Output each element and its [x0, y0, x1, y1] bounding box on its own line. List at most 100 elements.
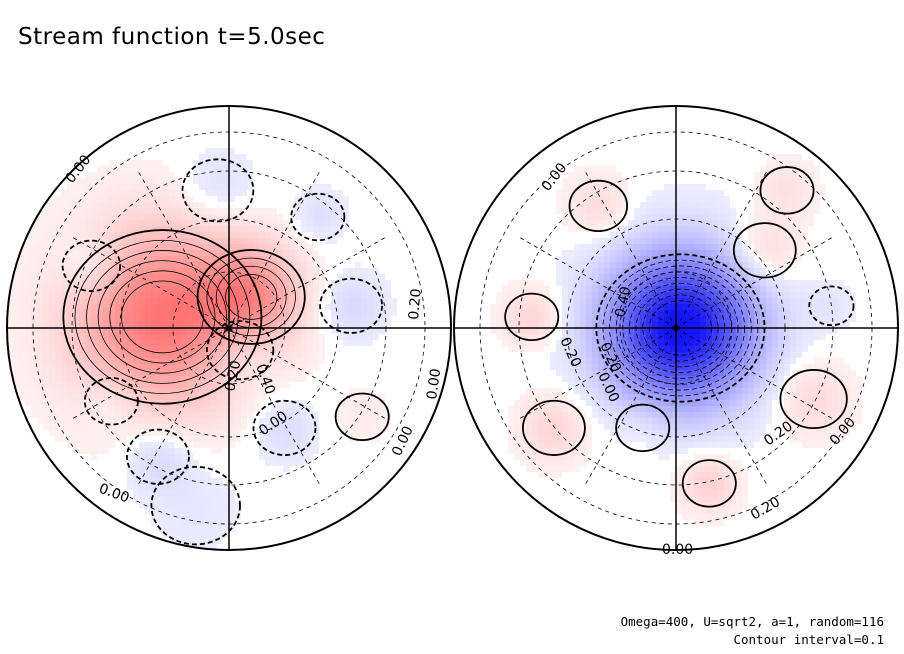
field-cell [235, 220, 242, 227]
field-cell [265, 196, 272, 203]
field-cell [157, 376, 164, 383]
field-cell [385, 268, 392, 275]
field-cell [103, 172, 110, 179]
field-cell [217, 112, 224, 119]
field-cell [439, 268, 446, 275]
field-cell [109, 226, 116, 233]
field-cell [646, 160, 653, 167]
field-cell [85, 448, 92, 455]
field-cell [151, 394, 158, 401]
field-cell [55, 358, 62, 365]
field-cell [169, 364, 176, 371]
field-cell [43, 394, 50, 401]
field-cell [19, 370, 26, 377]
field-cell [37, 322, 44, 329]
field-cell [19, 364, 26, 371]
field-cell [373, 364, 380, 371]
field-cell [61, 436, 68, 443]
field-cell [622, 166, 629, 173]
field-cell [427, 346, 434, 353]
field-cell [49, 430, 56, 437]
field-cell [199, 496, 206, 503]
field-cell [103, 334, 110, 341]
field-cell [247, 238, 254, 245]
field-cell [247, 154, 254, 161]
field-cell [97, 316, 104, 323]
field-cell [241, 400, 248, 407]
field-cell [187, 160, 194, 167]
field-cell [223, 130, 230, 137]
field-cell [277, 484, 284, 491]
field-cell [748, 178, 755, 185]
field-cell [187, 382, 194, 389]
field-cell [313, 268, 320, 275]
field-cell [103, 250, 110, 257]
field-cell [199, 364, 206, 371]
field-cell [199, 280, 206, 287]
field-cell [103, 244, 110, 251]
field-cell [301, 514, 308, 521]
field-cell [730, 172, 737, 179]
field-cell [55, 334, 62, 341]
field-cell [259, 208, 266, 215]
field-cell [187, 520, 194, 527]
field-cell [247, 436, 254, 443]
field-cell [265, 142, 272, 149]
field-cell [367, 196, 374, 203]
field-cell [415, 340, 422, 347]
field-cell [319, 136, 326, 143]
field-cell [313, 262, 320, 269]
field-cell [403, 448, 410, 455]
field-cell [313, 136, 320, 143]
field-cell [67, 388, 74, 395]
field-cell [718, 124, 725, 131]
field-cell [319, 388, 326, 395]
field-cell [61, 376, 68, 383]
field-cell [772, 178, 779, 185]
field-cell [241, 226, 248, 233]
field-cell [199, 484, 206, 491]
field-cell [193, 202, 200, 209]
field-cell [694, 160, 701, 167]
field-cell [349, 160, 356, 167]
field-cell [259, 532, 266, 539]
field-cell [211, 484, 218, 491]
field-cell [43, 388, 50, 395]
field-cell [121, 244, 128, 251]
field-cell [259, 196, 266, 203]
field-cell [331, 268, 338, 275]
field-cell [331, 412, 338, 419]
field-cell [445, 328, 451, 335]
field-cell [79, 280, 86, 287]
field-cell [133, 202, 140, 209]
field-cell [832, 178, 839, 185]
field-cell [97, 388, 104, 395]
field-cell [181, 316, 188, 323]
field-cell [103, 412, 110, 419]
field-cell [319, 298, 326, 305]
field-cell [187, 166, 194, 173]
field-cell [139, 184, 146, 191]
field-cell [157, 142, 164, 149]
field-cell [808, 172, 815, 179]
field-cell [598, 118, 605, 125]
field-cell [319, 472, 326, 479]
field-cell [115, 424, 122, 431]
field-cell [754, 172, 761, 179]
field-cell [205, 502, 212, 509]
field-cell [145, 322, 152, 329]
field-cell [301, 316, 308, 323]
field-cell [205, 526, 212, 533]
field-cell [43, 328, 50, 335]
field-cell [694, 142, 701, 149]
field-cell [748, 154, 755, 161]
field-cell [415, 328, 422, 335]
field-cell [97, 208, 104, 215]
field-cell [301, 154, 308, 161]
field-cell [139, 208, 146, 215]
field-cell [556, 172, 563, 179]
field-cell [676, 160, 683, 167]
field-cell [241, 232, 248, 239]
field-cell [67, 268, 74, 275]
field-cell [55, 238, 62, 245]
